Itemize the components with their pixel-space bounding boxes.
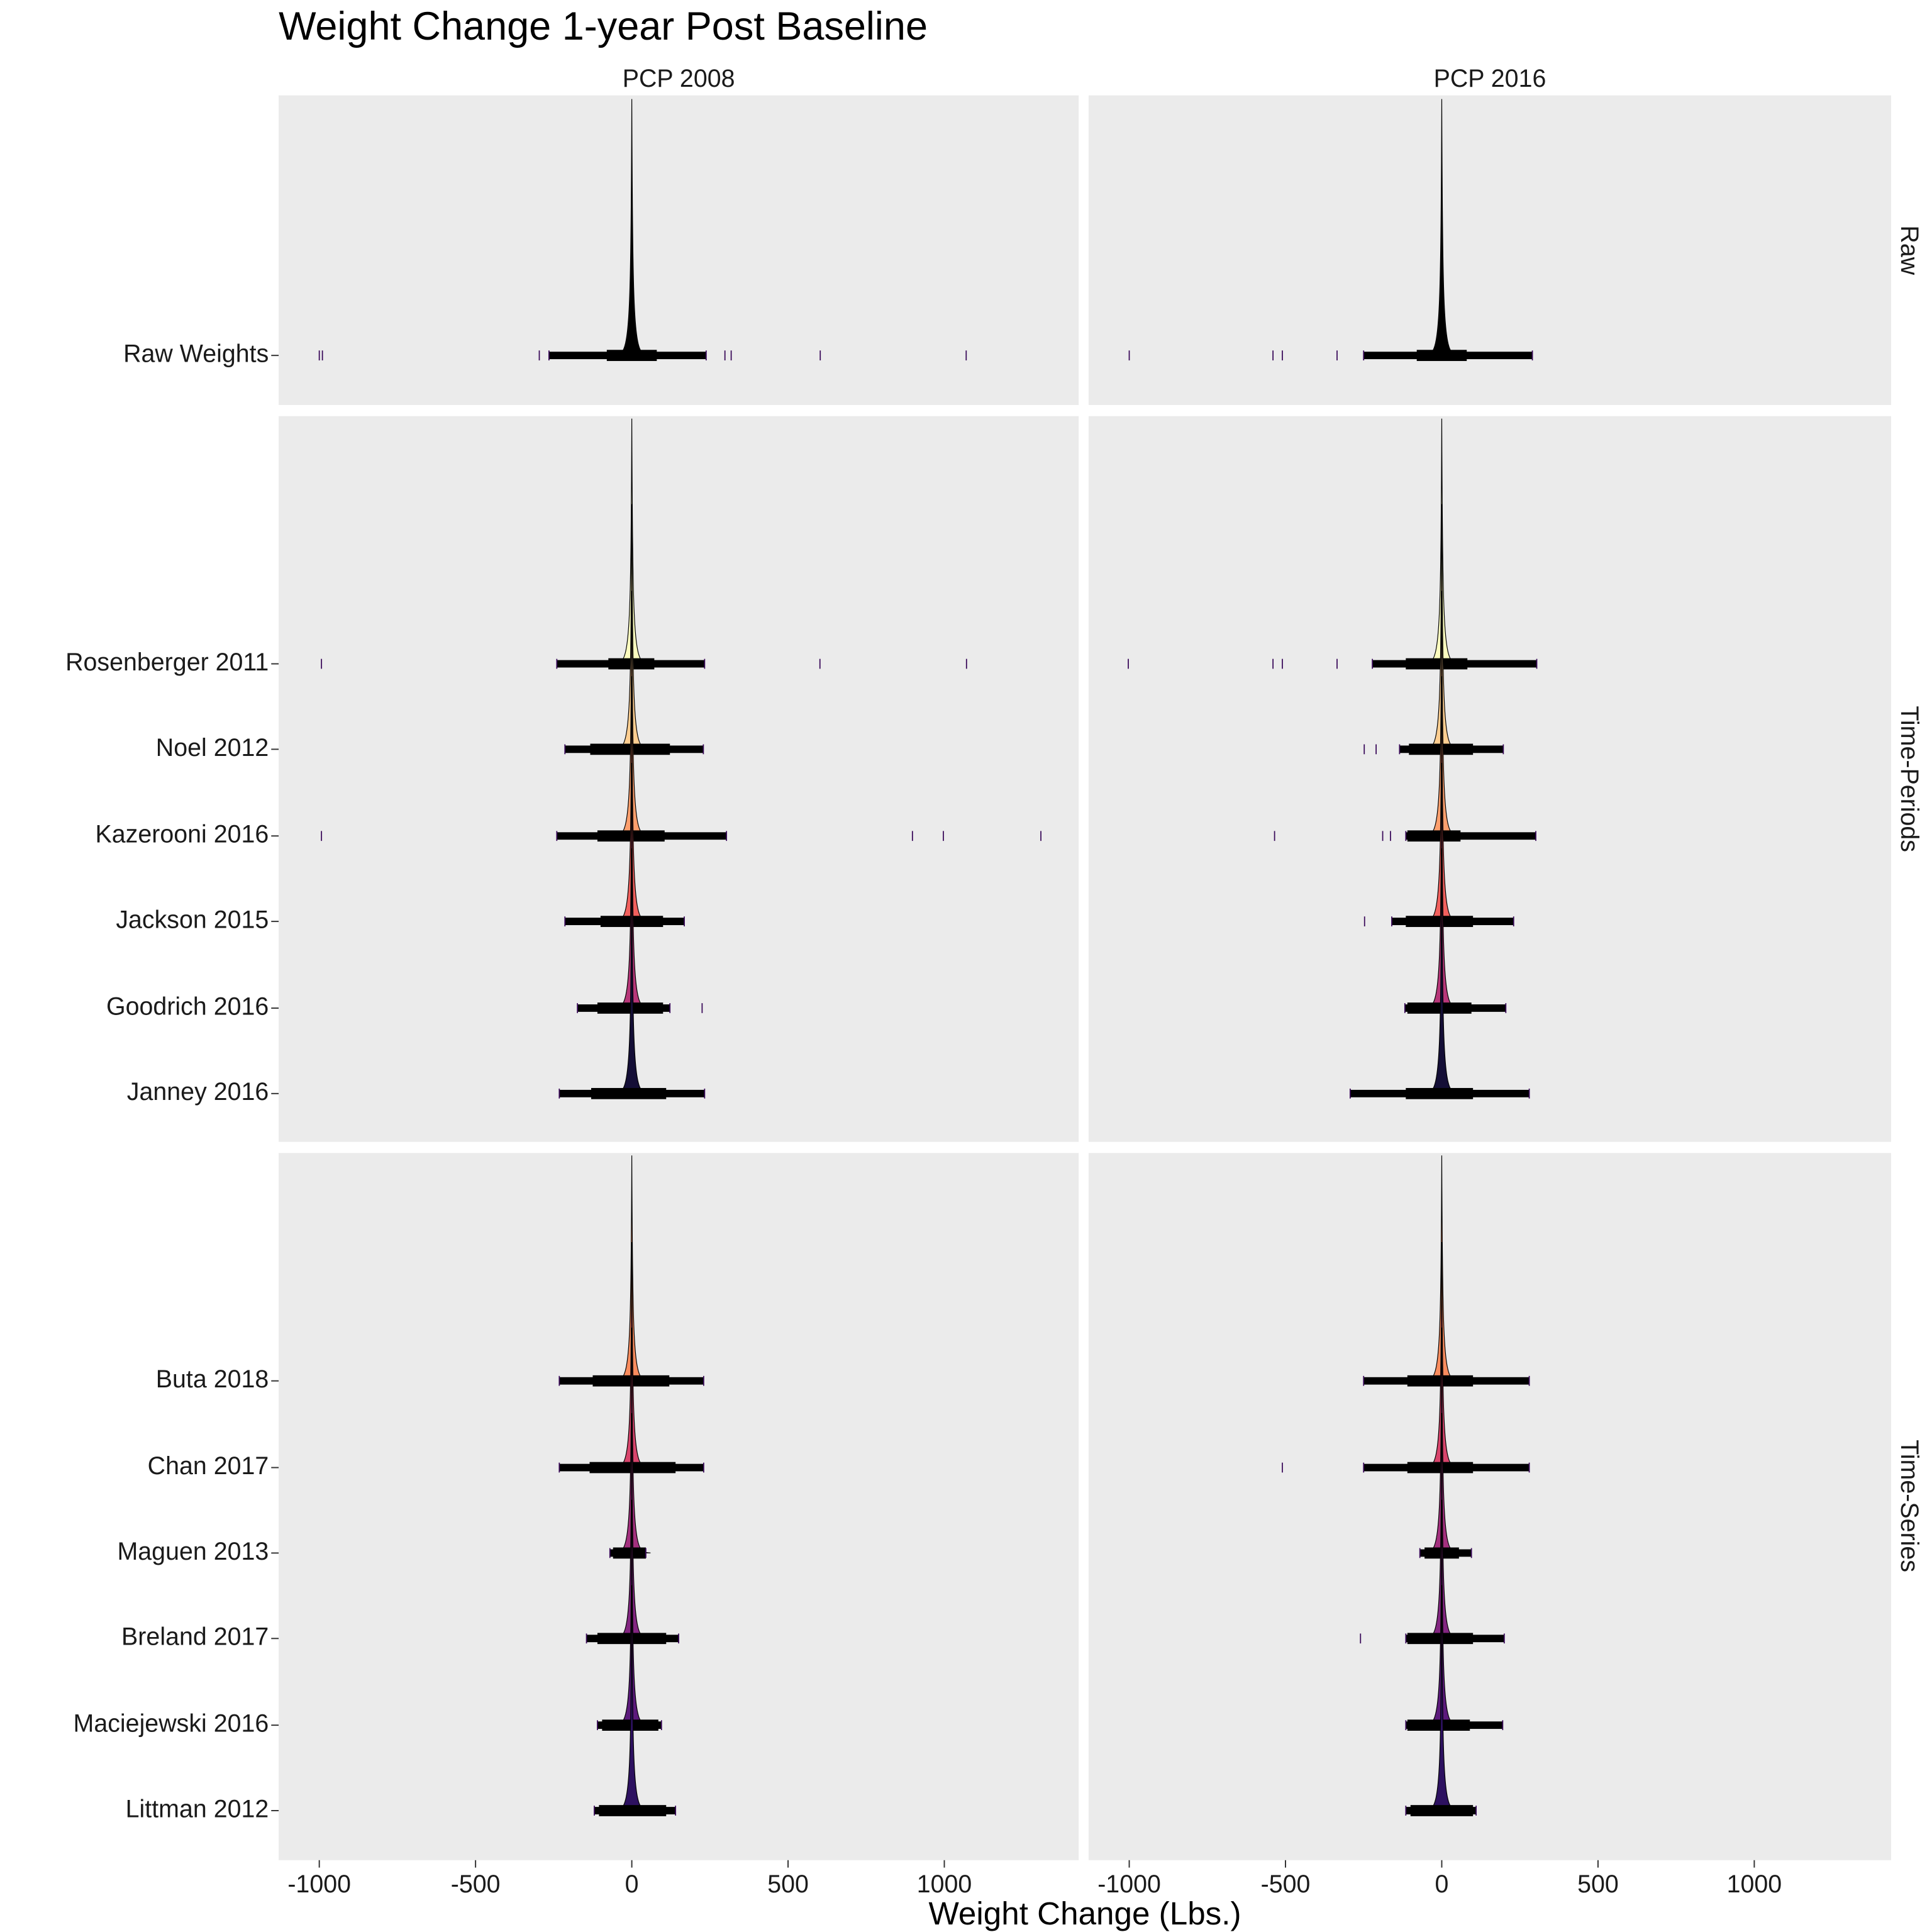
panel-background	[1088, 416, 1892, 1142]
strip-label-pcp-2008: PCP 2008	[623, 65, 735, 92]
rug-dense-band	[1407, 1002, 1472, 1014]
y-tick-label: Maguen 2013	[117, 1538, 269, 1565]
rug-dense-band	[1410, 1805, 1474, 1816]
strip-label-pcp-2016: PCP 2016	[1434, 65, 1546, 92]
x-tick-label: -1000	[1097, 1870, 1161, 1898]
y-tick-label: Jackson 2015	[116, 906, 269, 934]
x-tick-label: 0	[625, 1870, 639, 1898]
plot-area: Raw Weights Rosenberger 2011 Noel 2012 Kaze…	[65, 95, 1892, 1898]
x-tick-label: 500	[767, 1870, 809, 1898]
panel-background	[279, 416, 1079, 1142]
x-tick-label: -1000	[287, 1870, 351, 1898]
x-axis-title: Weight Change (Lbs.)	[929, 1896, 1241, 1931]
chart-title: Weight Change 1-year Post Baseline	[279, 4, 928, 48]
panel-background	[279, 1153, 1079, 1860]
y-tick-label: Maciejewski 2016	[74, 1710, 269, 1738]
x-tick-label: 500	[1577, 1870, 1619, 1898]
y-tick-label: Rosenberger 2011	[65, 648, 269, 676]
rug-dense-band	[1416, 350, 1467, 362]
rug-dense-band	[1406, 658, 1468, 670]
rug-band	[1406, 832, 1536, 840]
y-tick-label: Goodrich 2016	[106, 992, 269, 1020]
rug-dense-band	[1406, 1087, 1474, 1099]
rug-dense-band	[1407, 830, 1461, 842]
y-tick-label: Chan 2017	[148, 1452, 269, 1480]
x-tick-label: 1000	[1727, 1870, 1782, 1898]
y-tick-label: Buta 2018	[156, 1365, 269, 1393]
x-tick-label: 1000	[917, 1870, 972, 1898]
rug-dense-band	[613, 1547, 646, 1559]
x-tick-label: -500	[451, 1870, 501, 1898]
rug-dense-band	[591, 1087, 667, 1099]
y-tick-label: Littman 2012	[126, 1795, 269, 1823]
y-tick-label: Janney 2016	[127, 1078, 269, 1106]
strip-label-time-series: Time-Series	[1896, 1440, 1923, 1572]
rug-dense-band	[1406, 916, 1474, 927]
y-tick-label: Raw Weights	[123, 340, 269, 368]
rug-dense-band	[1407, 1719, 1470, 1731]
rug-dense-band	[599, 1805, 667, 1816]
rug-dense-band	[606, 350, 657, 362]
strip-label-time-periods: Time-Periods	[1896, 706, 1923, 852]
y-tick-label: Kazerooni 2016	[95, 821, 269, 848]
x-tick-label: 0	[1435, 1870, 1449, 1898]
x-tick-label: -500	[1261, 1870, 1311, 1898]
y-tick-label: Breland 2017	[121, 1623, 269, 1651]
y-tick-label: Noel 2012	[156, 734, 269, 762]
panel-background	[1088, 1153, 1892, 1860]
strip-label-raw: Raw	[1896, 225, 1923, 275]
